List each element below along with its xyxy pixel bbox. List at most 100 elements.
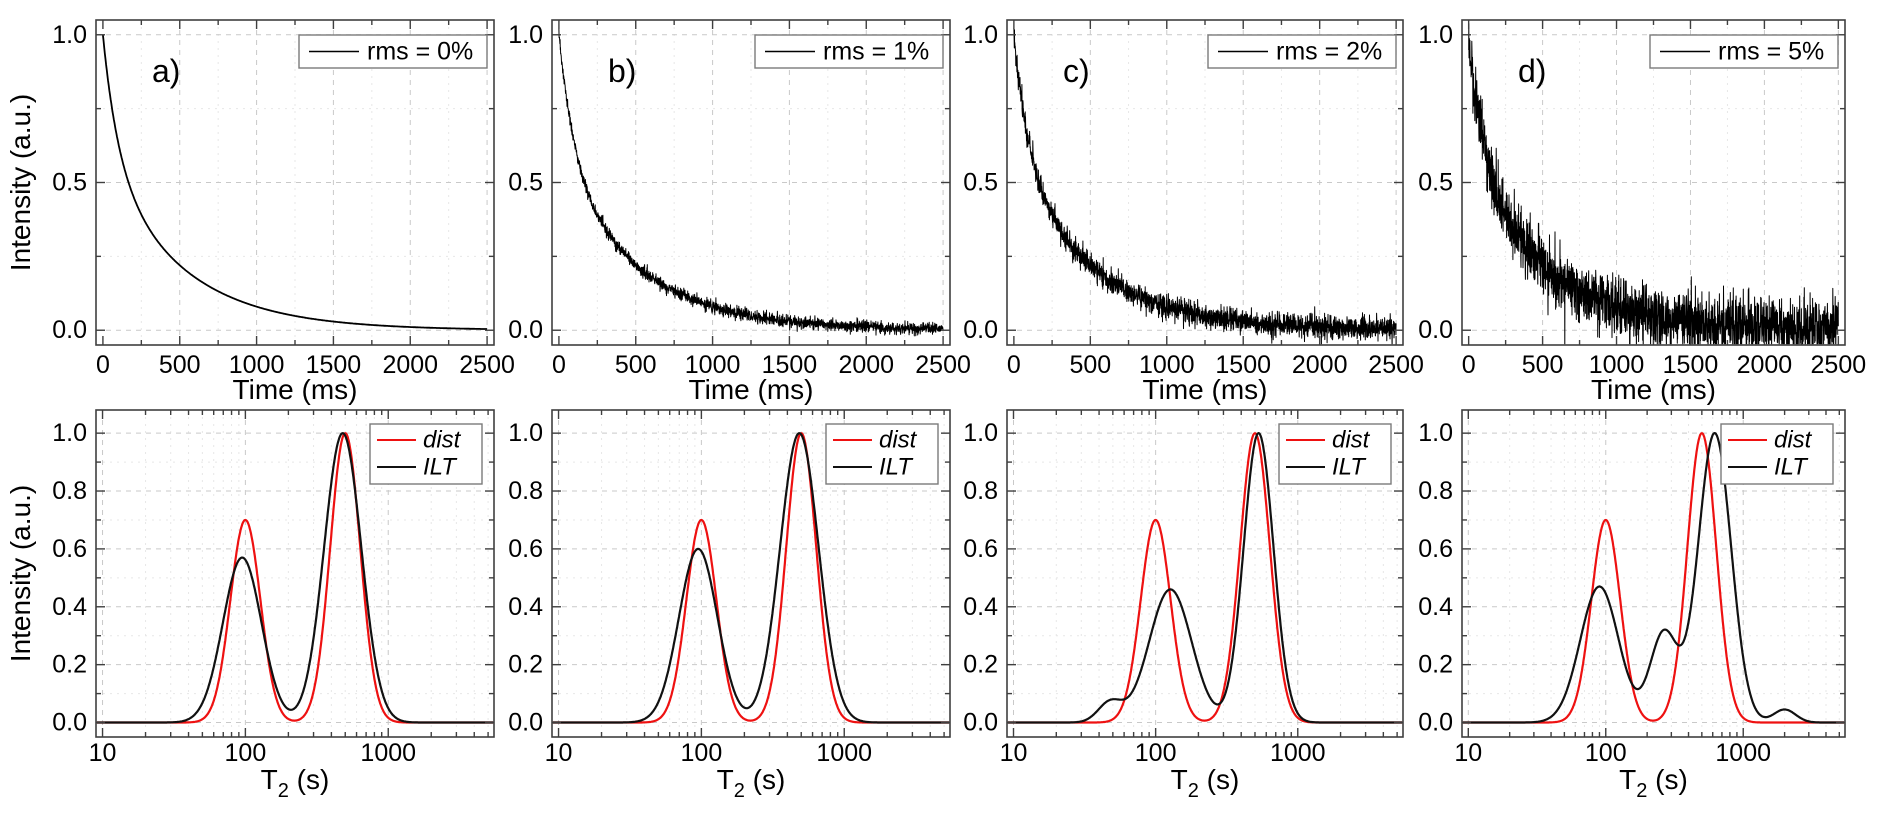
legend-label: rms = 0%	[367, 38, 473, 66]
x-axis-label: T2 (s)	[717, 764, 786, 802]
x-axis-label: Time (ms)	[1143, 374, 1268, 405]
curve	[96, 432, 494, 724]
y-tick-label: 0.8	[1418, 477, 1453, 505]
legend-label: dist	[879, 427, 918, 454]
x-tick-label: 0	[1007, 351, 1021, 379]
x-tick-label: 1000	[1715, 739, 1771, 767]
legend-label: rms = 5%	[1718, 38, 1824, 66]
legend: rms = 2%	[1207, 34, 1397, 69]
x-tick-label: 10	[89, 739, 117, 767]
y-tick-label: 1.0	[1418, 21, 1453, 49]
x-tick-label: 500	[1069, 351, 1111, 379]
x-tick-label: 1000	[229, 351, 285, 379]
legend-label: rms = 2%	[1276, 38, 1382, 66]
x-tick-label: 100	[681, 739, 723, 767]
y-tick-label: 1.0	[508, 21, 543, 49]
y-axis-label: Intensity (a.u.)	[5, 485, 36, 662]
plot-frame	[551, 409, 951, 738]
y-tick-label: 0.6	[963, 535, 998, 563]
y-tick-label: 0.0	[52, 709, 87, 737]
x-tick-label: 1000	[1139, 351, 1195, 379]
y-tick-label: 1.0	[1418, 419, 1453, 447]
legend-label: rms = 1%	[823, 38, 929, 66]
x-tick-label: 10	[1454, 739, 1482, 767]
legend: rms = 0%	[298, 34, 488, 69]
y-tick-label: 0.0	[52, 316, 87, 344]
x-tick-label: 10	[1000, 739, 1028, 767]
x-tick-label: 2500	[1368, 351, 1424, 379]
legend-box	[1278, 423, 1392, 485]
y-tick-label: 0.0	[963, 709, 998, 737]
y-tick-label: 0.5	[508, 169, 543, 197]
y-tick-label: 0.4	[1418, 593, 1453, 621]
plot-frame	[1461, 19, 1846, 346]
y-tick-label: 0.4	[508, 593, 543, 621]
x-tick-label: 1500	[306, 351, 362, 379]
x-tick-label: 0	[552, 351, 566, 379]
plot-frame	[95, 19, 495, 346]
plot-frame	[1006, 19, 1404, 346]
y-tick-label: 0.8	[52, 477, 87, 505]
curve	[1013, 27, 1397, 345]
legend-label: ILT	[423, 454, 458, 481]
bottom-panel-a: 10 100 1000 0.0 0.2 0.4 0.6 0.8 1.0 T2 (s) Intensi…	[5, 409, 495, 802]
plot-frame	[95, 409, 495, 738]
top-panel-c: 0 500 1000 1500 2000 2500 0.0 0.5 1.0 Time (ms) c)…	[963, 19, 1424, 405]
y-tick-label: 0.0	[508, 709, 543, 737]
x-tick-label: 500	[1522, 351, 1564, 379]
x-tick-label: 0	[96, 351, 110, 379]
x-tick-label: 1000	[360, 739, 416, 767]
panel-letter: a)	[152, 53, 180, 89]
legend: rms = 5%	[1649, 34, 1839, 69]
y-tick-label: 0.6	[1418, 535, 1453, 563]
x-tick-label: 1500	[1215, 351, 1271, 379]
top-panel-b: 0 500 1000 1500 2000 2500 0.0 0.5 1.0 Time (ms) b)…	[508, 19, 971, 405]
curve	[1462, 432, 1845, 724]
x-tick-label: 1500	[1663, 351, 1719, 379]
x-axis-label: T2 (s)	[261, 764, 330, 802]
legend-box	[369, 423, 483, 485]
curve	[1468, 23, 1839, 345]
x-tick-label: 2000	[838, 351, 894, 379]
x-tick-label: 2500	[915, 351, 971, 379]
curve	[1007, 432, 1403, 724]
y-tick-label: 0.0	[963, 316, 998, 344]
y-tick-label: 0.0	[508, 316, 543, 344]
x-tick-label: 2000	[1292, 351, 1348, 379]
x-axis-label: Time (ms)	[689, 374, 814, 405]
x-tick-label: 2500	[1811, 351, 1867, 379]
y-tick-label: 1.0	[963, 21, 998, 49]
y-tick-label: 0.8	[963, 477, 998, 505]
curve	[558, 28, 944, 337]
y-tick-label: 0.4	[963, 593, 998, 621]
x-tick-label: 1000	[685, 351, 741, 379]
y-tick-label: 1.0	[52, 419, 87, 447]
y-tick-label: 0.6	[52, 535, 87, 563]
panel-letter: b)	[608, 53, 636, 89]
plot-frame	[551, 19, 951, 346]
y-tick-label: 0.2	[1418, 651, 1453, 679]
y-tick-label: 0.8	[508, 477, 543, 505]
x-tick-label: 1000	[1589, 351, 1645, 379]
top-panel-d: 0 500 1000 1500 2000 2500 0.0 0.5 1.0 Time (ms) d)…	[1418, 19, 1867, 405]
x-tick-label: 2000	[382, 351, 438, 379]
plot-frame	[1006, 409, 1404, 738]
x-axis-label: Time (ms)	[1591, 374, 1716, 405]
x-axis-label: T2 (s)	[1619, 764, 1688, 802]
x-tick-label: 100	[1585, 739, 1627, 767]
panel-letter: c)	[1063, 53, 1090, 89]
y-tick-label: 0.2	[52, 651, 87, 679]
x-tick-label: 1500	[762, 351, 818, 379]
y-tick-label: 0.2	[963, 651, 998, 679]
x-tick-label: 2000	[1737, 351, 1793, 379]
y-tick-label: 0.4	[52, 593, 87, 621]
y-tick-label: 1.0	[52, 21, 87, 49]
legend-box	[825, 423, 939, 485]
y-tick-label: 0.2	[508, 651, 543, 679]
x-axis-label: Time (ms)	[233, 374, 358, 405]
